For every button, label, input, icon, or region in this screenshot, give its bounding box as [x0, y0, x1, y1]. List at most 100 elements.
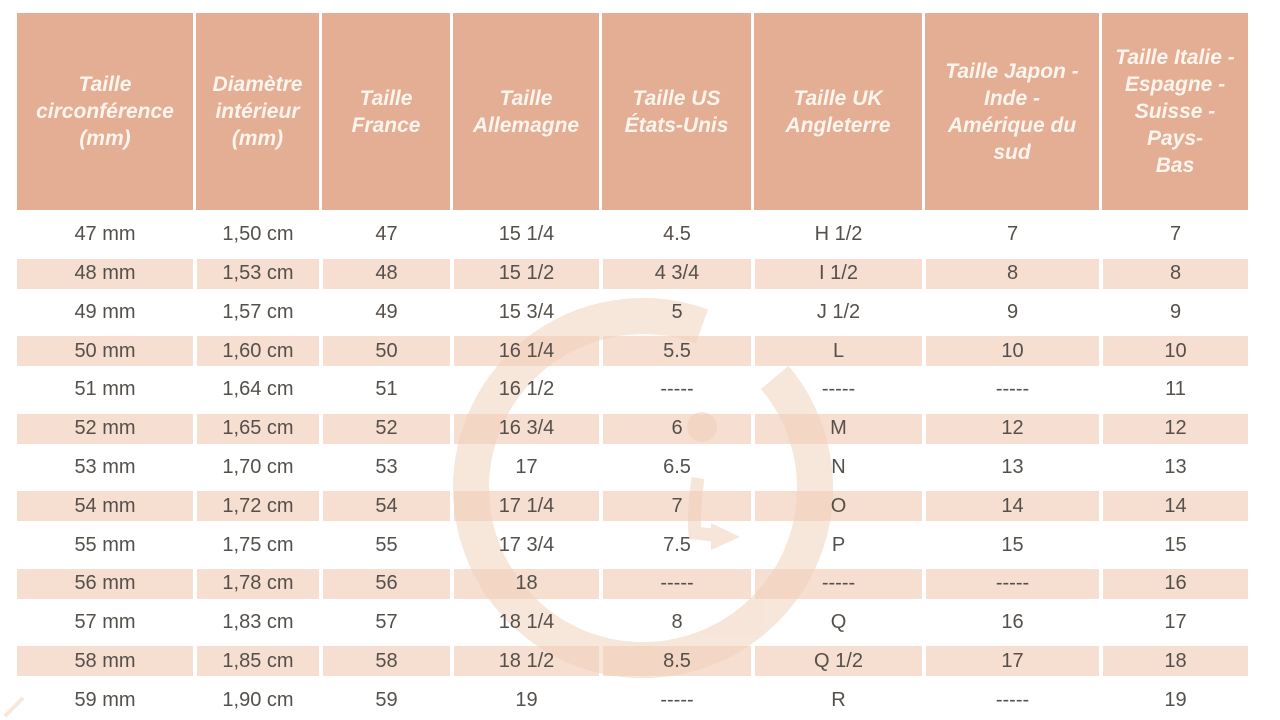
cell-value: 49 — [375, 300, 398, 323]
table-cell: 54 — [319, 487, 450, 527]
table-cell: 15 1/2 — [450, 254, 599, 294]
table-cell: 59 — [319, 681, 450, 720]
table-cell: ----- — [922, 371, 1099, 410]
cell-value: 15 3/4 — [498, 300, 555, 323]
cell-value: 15 1/2 — [498, 262, 555, 285]
cell-value: 6.5 — [663, 455, 691, 478]
cell-value: 9 — [1006, 300, 1019, 323]
table-row: 49 mm 1,57 cm 49 15 3/4 5 J 1/2 9 9 — [17, 293, 1248, 333]
cell-value: 59 mm — [74, 688, 136, 711]
table-cell: 6 — [599, 409, 751, 449]
table-cell: 1,57 cm — [193, 293, 319, 333]
table-cell: 49 — [319, 293, 450, 333]
table-cell: 17 — [922, 642, 1099, 682]
column-header-label: Taille France — [351, 86, 421, 137]
cell-value: Q 1/2 — [814, 649, 863, 672]
cell-value: 57 mm — [74, 611, 136, 634]
table-cell: 1,83 cm — [193, 603, 319, 643]
cell-value: J 1/2 — [816, 300, 861, 323]
cell-value: ----- — [995, 378, 1030, 401]
cell-value: 1,57 cm — [222, 300, 294, 323]
cell-value: 1,83 cm — [222, 611, 294, 634]
table-cell: 47 — [319, 216, 450, 255]
table-cell: 11 — [1099, 371, 1248, 410]
table-cell: 6.5 — [599, 448, 751, 488]
table-cell: 18 — [450, 564, 599, 604]
column-header-label: Diamètre intérieur (mm) — [212, 73, 303, 150]
cell-value: O — [830, 494, 847, 517]
table-row: 50 mm 1,60 cm 50 16 1/4 5.5 L 10 10 — [17, 332, 1248, 372]
cell-value: 7 — [1006, 223, 1019, 246]
cell-value: 59 — [375, 688, 398, 711]
cell-value: 1,85 cm — [222, 649, 294, 672]
cell-value: 4.5 — [663, 223, 691, 246]
table-cell: 50 mm — [17, 332, 193, 372]
cell-value: 18 — [515, 572, 538, 595]
table-cell: ----- — [599, 681, 751, 720]
table-cell: ----- — [599, 564, 751, 604]
cell-value: 48 — [375, 262, 398, 285]
table-row: 55 mm 1,75 cm 55 17 3/4 7.5 P 15 15 — [17, 526, 1248, 565]
cell-value: 1,72 cm — [222, 494, 294, 517]
table-cell: 47 mm — [17, 216, 193, 255]
table-row: 58 mm 1,85 cm 58 18 1/2 8.5 Q 1/2 17 18 — [17, 642, 1248, 682]
cell-value: 51 — [375, 378, 398, 401]
table-cell: 51 mm — [17, 371, 193, 410]
table-cell: 14 — [1099, 487, 1248, 527]
table-cell: 8 — [1099, 254, 1248, 294]
cell-value: 14 — [1164, 494, 1187, 517]
cell-value: 14 — [1001, 494, 1024, 517]
table-cell: 13 — [1099, 448, 1248, 488]
table-row: 57 mm 1,83 cm 57 18 1/4 8 Q 16 17 — [17, 603, 1248, 643]
cell-value: 50 — [375, 339, 398, 362]
cell-value: 17 1/4 — [498, 494, 555, 517]
table-cell: 4.5 — [599, 216, 751, 255]
table-cell: 18 1/4 — [450, 603, 599, 643]
cell-value: 13 — [1001, 455, 1024, 478]
cell-value: 8 — [671, 611, 683, 634]
column-header: Taille Japon - Inde - Amérique du sud — [922, 13, 1099, 210]
cell-value: 17 — [515, 455, 538, 478]
table-cell: 1,85 cm — [193, 642, 319, 682]
table-cell: 1,65 cm — [193, 409, 319, 449]
table-cell: 9 — [922, 293, 1099, 333]
table-cell: 4 3/4 — [599, 254, 751, 294]
table-cell: ----- — [751, 564, 922, 604]
table-cell: 17 — [1099, 603, 1248, 643]
cell-value: 17 — [1164, 611, 1187, 634]
cell-value: 16 1/2 — [498, 378, 555, 401]
table-cell: 7 — [1099, 216, 1248, 255]
table-cell: 1,64 cm — [193, 371, 319, 410]
cell-value: 10 — [1001, 339, 1024, 362]
table-cell: 48 mm — [17, 254, 193, 294]
cell-value: 7.5 — [663, 533, 691, 556]
cell-value: 18 1/2 — [498, 649, 555, 672]
table-cell: 10 — [1099, 332, 1248, 372]
cell-value: 56 mm — [74, 572, 136, 595]
column-header: Taille Italie - Espagne - Suisse - Pays-… — [1099, 13, 1248, 210]
cell-value: 10 — [1164, 339, 1187, 362]
table-cell: L — [751, 332, 922, 372]
table-row: 53 mm 1,70 cm 53 17 6.5 N 13 13 — [17, 448, 1248, 488]
cell-value: 1,78 cm — [222, 572, 294, 595]
cell-value: 55 — [375, 533, 398, 556]
column-header: Diamètre intérieur (mm) — [193, 13, 319, 210]
table-cell: I 1/2 — [751, 254, 922, 294]
table-cell: 18 1/2 — [450, 642, 599, 682]
table-cell: 17 — [450, 448, 599, 488]
cell-value: 58 — [375, 649, 398, 672]
cell-value: 55 mm — [74, 533, 136, 556]
cell-value: 8.5 — [663, 649, 691, 672]
cell-value: 13 — [1164, 455, 1187, 478]
table-cell: 15 1/4 — [450, 216, 599, 255]
cell-value: 5 — [671, 300, 683, 323]
cell-value: 49 mm — [74, 300, 136, 323]
cell-value: 54 — [375, 494, 398, 517]
cell-value: 52 — [375, 417, 398, 440]
cell-value: 16 3/4 — [498, 417, 555, 440]
cell-value: ----- — [995, 688, 1030, 711]
cell-value: 1,70 cm — [222, 455, 294, 478]
cell-value: 15 — [1001, 533, 1024, 556]
cell-value: 1,53 cm — [222, 262, 294, 285]
table-cell: 58 mm — [17, 642, 193, 682]
